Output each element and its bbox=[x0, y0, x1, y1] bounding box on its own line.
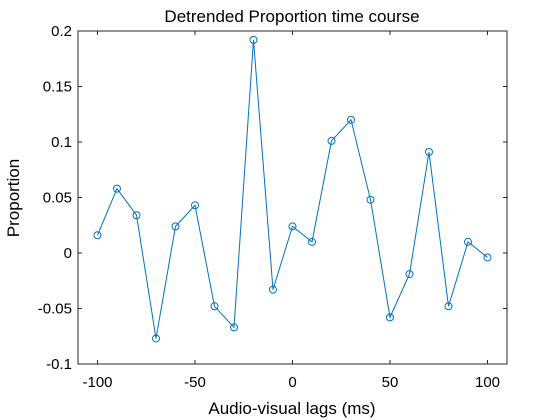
y-tick-label: 0.15 bbox=[43, 79, 72, 96]
x-tick-label: 50 bbox=[382, 374, 399, 391]
x-tick-label: -100 bbox=[82, 374, 112, 391]
plot-area: -100 -50 0 50 100 -0.1 -0.05 0 0.05 0.1 0.15 0.2 bbox=[38, 23, 508, 391]
x-tick-label: 100 bbox=[475, 374, 500, 391]
data-point-marker bbox=[152, 334, 160, 343]
data-point-marker bbox=[366, 195, 375, 204]
data-point-marker bbox=[113, 184, 121, 193]
data-point-marker bbox=[464, 237, 472, 246]
y-tick-label: 0.2 bbox=[51, 23, 72, 40]
axes-box bbox=[77, 30, 508, 365]
y-tick-label: 0 bbox=[64, 245, 72, 262]
y-tick-label: 0.1 bbox=[51, 134, 72, 151]
data-point-marker bbox=[444, 302, 453, 311]
data-point-marker bbox=[425, 147, 433, 156]
x-tick-label: -50 bbox=[184, 374, 206, 391]
data-point-marker bbox=[347, 115, 355, 124]
x-tick-label: 0 bbox=[288, 374, 296, 391]
data-point-marker bbox=[288, 222, 297, 231]
y-tick-label: -0.1 bbox=[46, 356, 72, 373]
data-point-marker bbox=[405, 270, 414, 279]
data-point-marker bbox=[191, 201, 199, 210]
y-axis-label: Proportion bbox=[4, 159, 23, 237]
chart-title: Detrended Proportion time course bbox=[164, 7, 419, 26]
x-axis-label: Audio-visual lags (ms) bbox=[208, 399, 375, 418]
data-point-marker bbox=[327, 136, 336, 145]
data-point-marker bbox=[132, 211, 141, 220]
data-point-marker bbox=[483, 253, 492, 262]
data-point-marker bbox=[171, 222, 180, 231]
y-tick-label: 0.05 bbox=[43, 190, 72, 207]
data-point-marker bbox=[269, 285, 277, 294]
data-point-marker bbox=[210, 302, 219, 311]
series-line bbox=[97, 39, 488, 339]
data-point-marker bbox=[230, 323, 238, 332]
data-point-marker bbox=[308, 237, 316, 246]
data-point-marker bbox=[249, 35, 258, 44]
data-point-marker bbox=[93, 231, 102, 240]
y-tick-label: -0.05 bbox=[38, 301, 72, 318]
data-point-marker bbox=[386, 313, 394, 322]
